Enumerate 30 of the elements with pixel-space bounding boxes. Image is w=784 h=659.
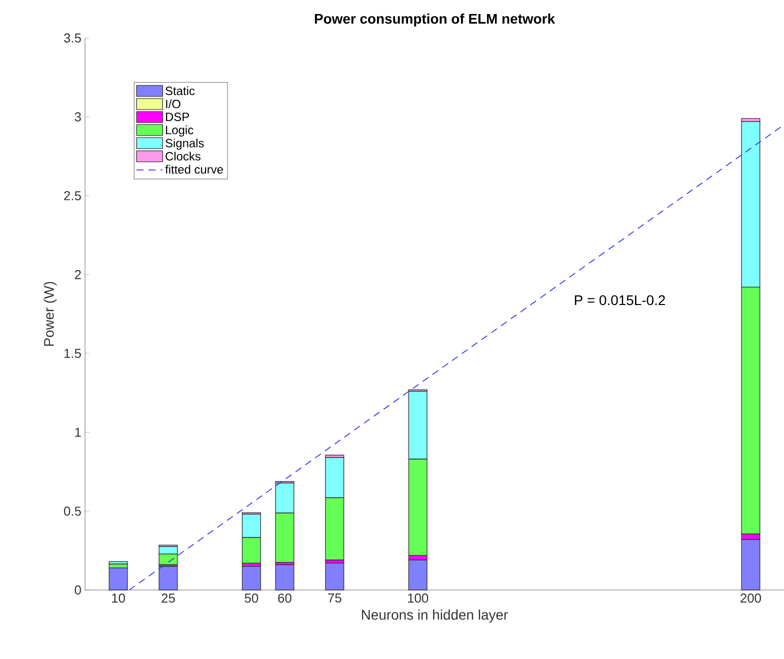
y-tick-label: 0 xyxy=(74,585,81,595)
legend-label: Clocks xyxy=(166,152,200,161)
legend-label: Logic xyxy=(166,125,194,137)
x-tick-label: 200 xyxy=(740,594,762,603)
bar xyxy=(242,566,261,590)
legend-label: I/O xyxy=(166,99,180,108)
y-axis-title: Power (W) xyxy=(44,282,57,346)
bar xyxy=(275,564,294,590)
bar xyxy=(108,568,128,590)
legend-label: DSP xyxy=(166,112,189,122)
x-tick-label: 75 xyxy=(328,594,342,603)
x-axis-title: Neurons in hidden layer xyxy=(362,610,508,623)
y-tick-label: 2.5 xyxy=(64,191,81,200)
bar xyxy=(325,562,344,590)
y-tick-label: 1.5 xyxy=(64,348,81,358)
y-tick-label: 0.5 xyxy=(64,506,81,516)
y-tick-label: 2 xyxy=(74,270,81,280)
x-tick-label: 60 xyxy=(278,594,292,603)
y-tick-label: 1 xyxy=(75,428,81,437)
annotation: P = 0.015L-0.2 xyxy=(574,295,665,306)
legend-label: fitted curve xyxy=(165,164,223,174)
x-tick-label: 100 xyxy=(408,594,428,603)
y-tick-label: 3.5 xyxy=(64,33,81,43)
legend-label: Signals xyxy=(166,138,204,150)
legend-label: Static xyxy=(166,86,195,96)
x-tick-label: 25 xyxy=(162,594,175,603)
y-tick-label: 3 xyxy=(74,112,81,122)
chart-title: Power consumption of ELM network xyxy=(314,13,556,26)
x-tick-label: 50 xyxy=(244,594,258,603)
x-tick-label: 10 xyxy=(112,594,125,603)
